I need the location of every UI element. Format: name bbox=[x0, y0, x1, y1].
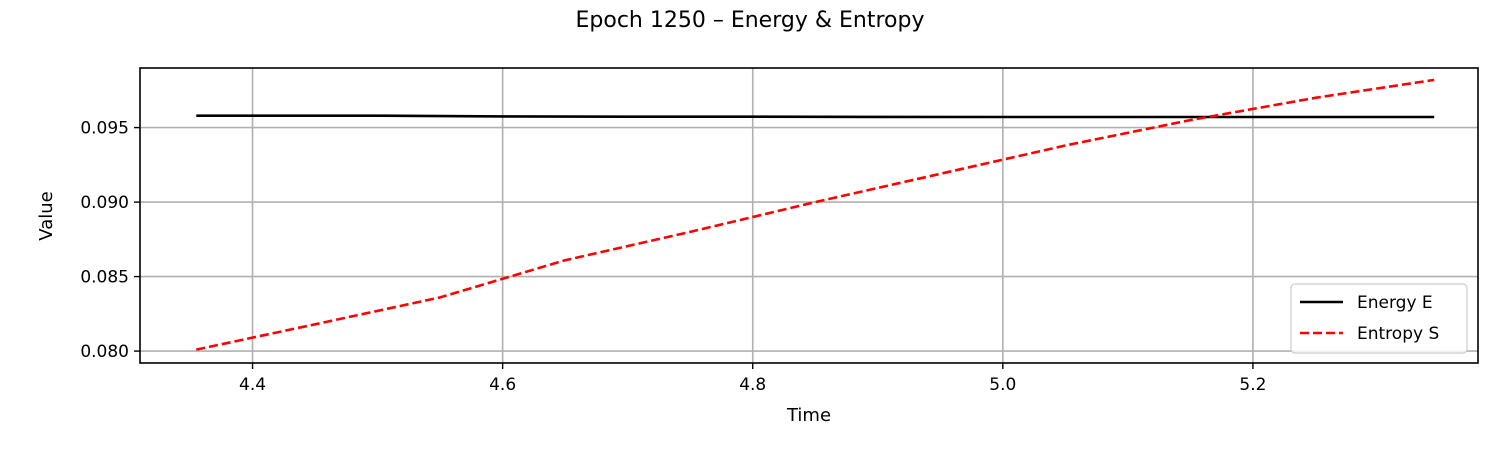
series-layer bbox=[196, 78, 1435, 351]
x-tick-label: 4.6 bbox=[489, 375, 516, 395]
legend: Energy E Entropy S bbox=[1290, 283, 1468, 354]
legend-label: Entropy S bbox=[1357, 324, 1439, 344]
series-line-energy bbox=[196, 114, 1435, 119]
x-tick-label: 4.8 bbox=[739, 375, 766, 395]
x-tick-label: 4.4 bbox=[239, 375, 266, 395]
y-tick-label: 0.085 bbox=[80, 268, 129, 288]
plot-frame bbox=[139, 67, 1479, 364]
legend-label: Energy E bbox=[1357, 293, 1433, 313]
y-axis-label: Value bbox=[36, 191, 57, 240]
y-tick-label: 0.095 bbox=[80, 119, 129, 139]
y-tick-label: 0.080 bbox=[80, 342, 129, 362]
ticks: 4.4 4.6 4.8 5.0 5.2 0.080 0.085 0.090 0.095 bbox=[80, 119, 1266, 395]
x-tick-label: 5.2 bbox=[1239, 375, 1266, 395]
series-line-entropy bbox=[196, 78, 1435, 351]
grid bbox=[140, 68, 1478, 363]
x-axis-label: Time bbox=[786, 405, 831, 426]
y-tick-label: 0.090 bbox=[80, 193, 129, 213]
chart-title: Epoch 1250 – Energy & Entropy bbox=[576, 8, 925, 33]
x-tick-label: 5.0 bbox=[989, 375, 1016, 395]
